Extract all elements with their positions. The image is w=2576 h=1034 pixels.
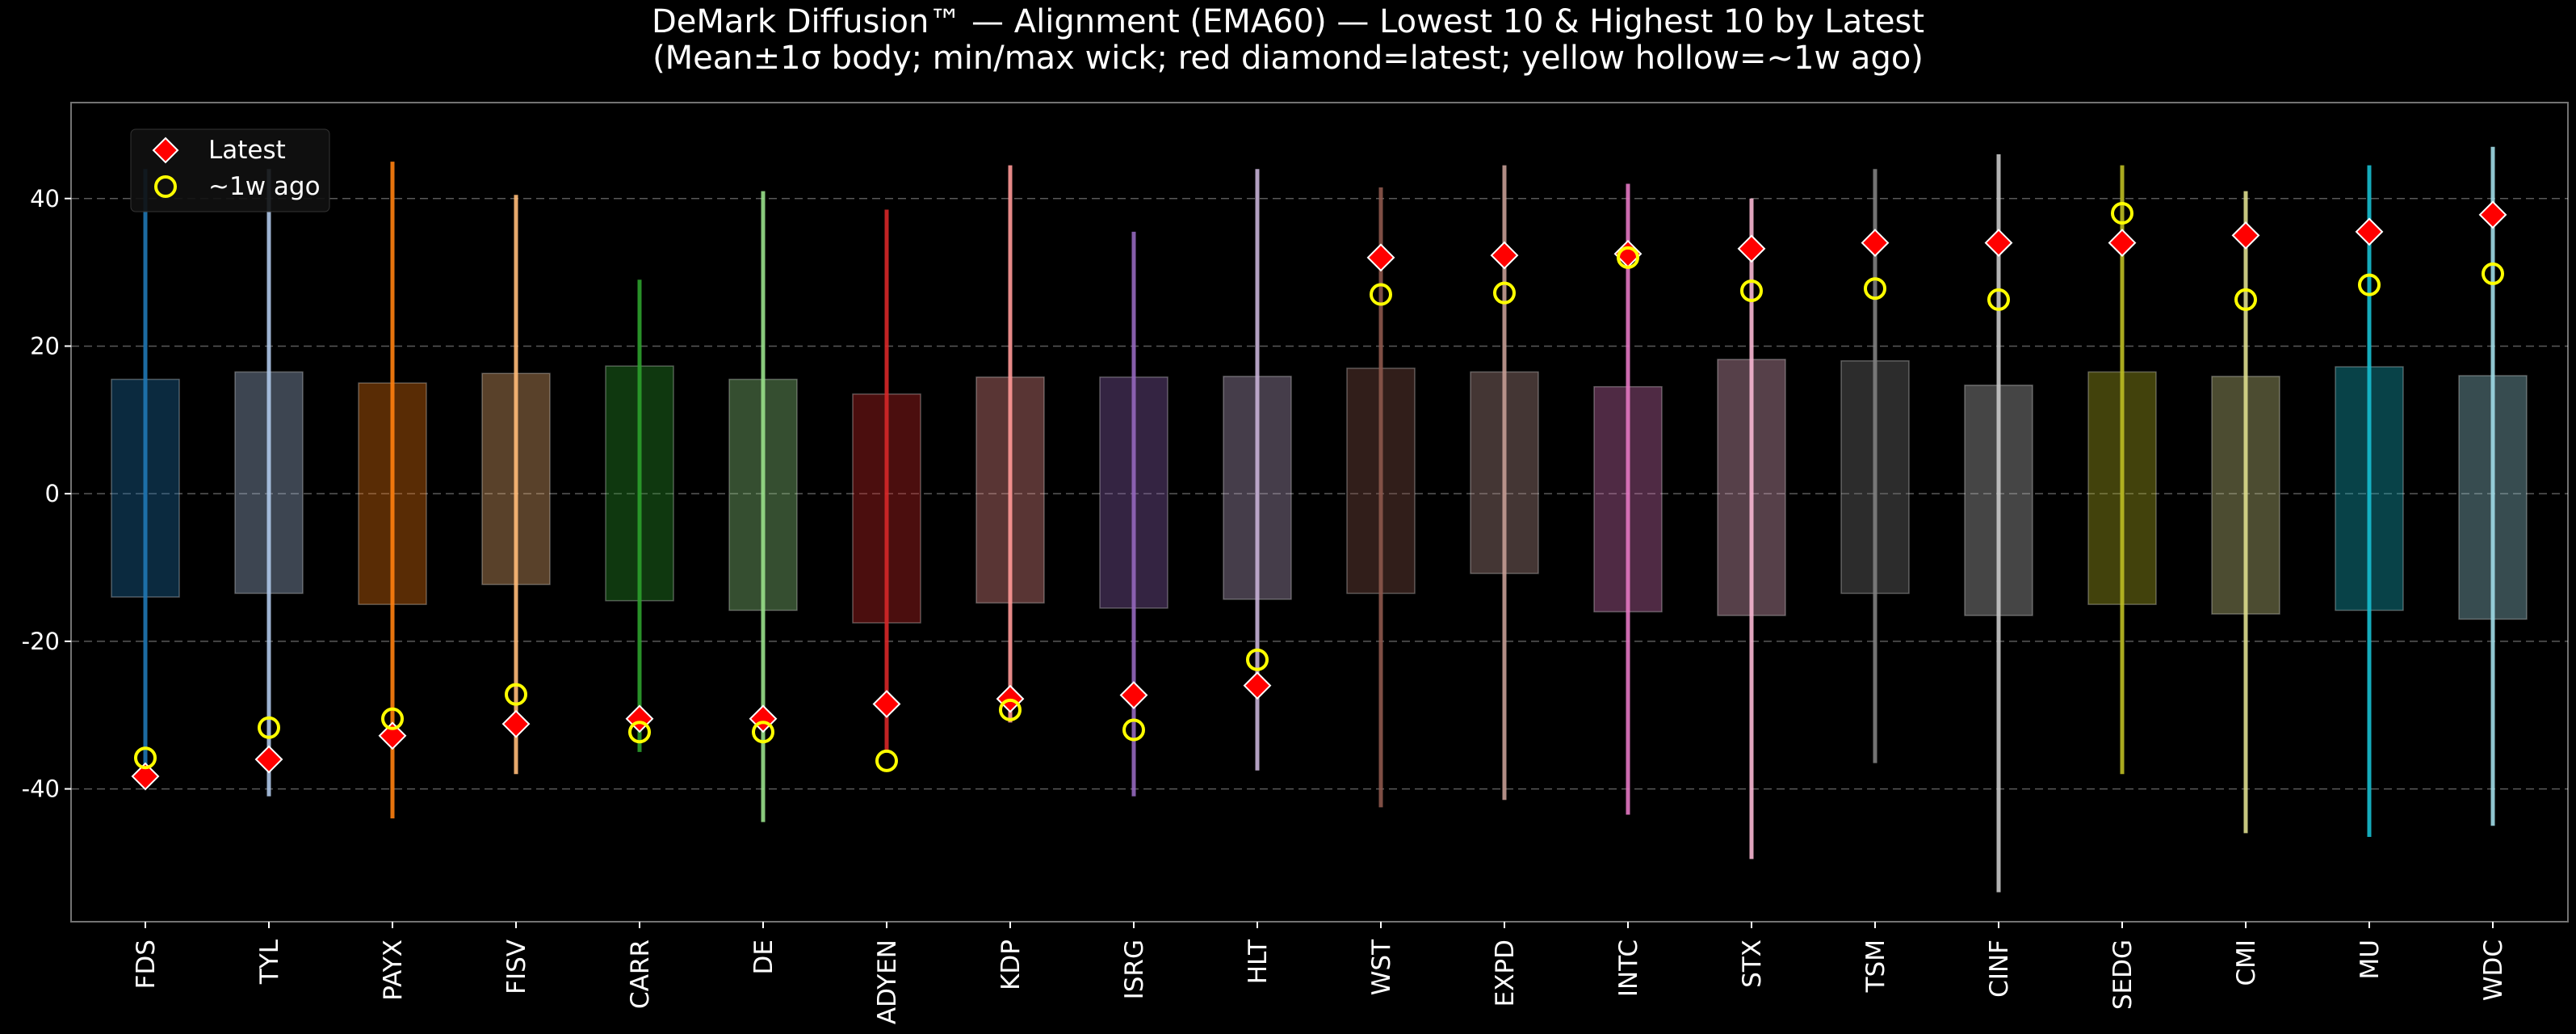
latest-marker-wst	[1366, 243, 1395, 272]
latest-marker-tsm	[1861, 229, 1890, 257]
latest-marker-payx	[378, 721, 407, 750]
week-ago-marker-sedg	[2111, 202, 2133, 225]
x-tick-label-tsm: TSM	[1861, 939, 1890, 993]
week-ago-marker-de	[752, 721, 774, 744]
week-ago-marker-wdc	[2482, 262, 2504, 285]
legend-week-ago-label: ~1w ago	[208, 172, 321, 201]
x-tick-label-intc: INTC	[1614, 939, 1643, 997]
week-ago-marker-hlt	[1246, 648, 1269, 671]
week-ago-marker-cmi	[2234, 288, 2257, 311]
week-ago-marker-tyl	[258, 716, 280, 739]
latest-marker-fisv	[501, 709, 531, 738]
legend: Latest ~1w ago	[130, 128, 330, 212]
week-ago-marker-stx	[1740, 279, 1763, 302]
week-ago-marker-expd	[1493, 281, 1516, 305]
latest-marker-cinf	[1984, 229, 2013, 257]
y-tick-label: 0	[45, 480, 60, 507]
chart-title: DeMark Diffusion™ — Alignment (EMA60) — …	[652, 3, 1924, 40]
x-tick-label-cinf: CINF	[1985, 939, 2014, 998]
latest-marker-expd	[1490, 241, 1519, 270]
x-tick-label-fisv: FISV	[502, 939, 531, 994]
x-tick-label-adyen: ADYEN	[873, 939, 902, 1024]
week-ago-marker-adyen	[875, 749, 898, 772]
x-tick-label-de: DE	[749, 939, 778, 974]
latest-marker-de	[749, 704, 778, 733]
chart-subtitle: (Mean±1σ body; min/max wick; red diamond…	[652, 40, 1924, 77]
latest-marker-mu	[2355, 217, 2384, 246]
week-ago-marker-fds	[134, 746, 157, 770]
latest-marker-wdc	[2478, 200, 2507, 229]
x-axis: FDS TYL PAYX FISV CARR DE ADYEN KDP ISRG HLT WST EX…	[132, 922, 2508, 1024]
x-tick-label-cmi: CMI	[2232, 939, 2261, 986]
x-tick-label-tyl: TYL	[255, 939, 284, 985]
week-ago-marker-carr	[628, 721, 651, 744]
week-ago-marker-intc	[1617, 246, 1639, 269]
week-ago-marker-mu	[2358, 273, 2381, 296]
x-tick-label-expd: EXPD	[1491, 939, 1520, 1007]
week-ago-marker-wst	[1370, 283, 1392, 306]
latest-marker-carr	[625, 704, 654, 733]
x-tick-label-sedg: SEDG	[2108, 939, 2138, 1010]
y-tick-label: -20	[22, 628, 60, 655]
legend-box	[130, 128, 330, 212]
x-tick-label-carr: CARR	[626, 939, 655, 1009]
grid-lines	[71, 198, 2568, 790]
x-tick-label-fds: FDS	[132, 939, 161, 989]
plot-frame	[70, 102, 2569, 923]
week-ago-marker-fisv	[505, 683, 527, 706]
latest-marker-cmi	[2231, 221, 2260, 250]
latest-marker-isrg	[1119, 681, 1148, 709]
y-axis: -40 -20 0 20 40	[22, 185, 71, 803]
week-ago-marker-kdp	[999, 698, 1022, 721]
bodies	[111, 359, 2528, 624]
x-tick-label-mu: MU	[2356, 939, 2385, 979]
week-ago-marker-tsm	[1864, 277, 1886, 301]
latest-marker-adyen	[872, 690, 901, 718]
legend-week-ago-marker	[154, 175, 177, 198]
x-tick-label-wdc: WDC	[2479, 939, 2508, 1001]
y-tick-label: 40	[30, 185, 60, 212]
legend-latest-marker	[152, 137, 179, 164]
x-tick-label-stx: STX	[1738, 939, 1767, 988]
y-tick-label: -40	[22, 776, 60, 803]
latest-marker-hlt	[1243, 671, 1272, 700]
legend-latest-label: Latest	[208, 136, 286, 165]
latest-marker-fds	[131, 762, 160, 791]
week-ago-marker-cinf	[1987, 288, 2010, 311]
week-ago-marker-payx	[381, 707, 404, 730]
x-tick-label-payx: PAYX	[379, 939, 408, 1001]
week-ago-marker-isrg	[1122, 718, 1145, 742]
x-tick-label-wst: WST	[1367, 939, 1396, 995]
markers	[131, 200, 2507, 791]
latest-marker-sedg	[2108, 229, 2137, 257]
x-tick-label-kdp: KDP	[996, 939, 1026, 990]
y-tick-label: 20	[30, 332, 60, 359]
latest-marker-tyl	[254, 745, 283, 774]
x-tick-label-hlt: HLT	[1244, 939, 1273, 984]
latest-marker-stx	[1737, 234, 1766, 263]
x-tick-label-isrg: ISRG	[1120, 939, 1149, 999]
